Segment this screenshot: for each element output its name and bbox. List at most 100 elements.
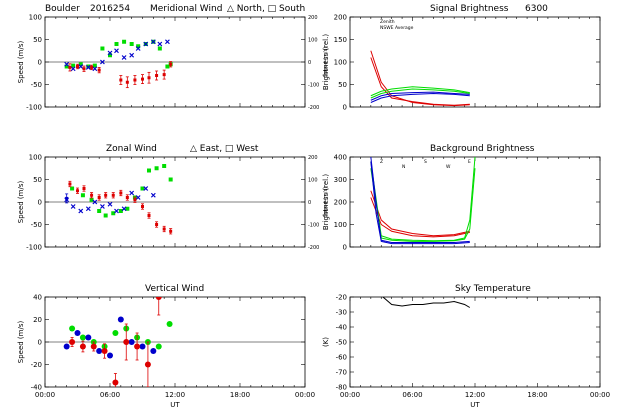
zonal-point — [111, 193, 115, 197]
zonal-point — [82, 187, 86, 190]
vertical-point — [155, 343, 162, 350]
zonal-point — [70, 204, 76, 209]
zonal-point — [141, 205, 144, 208]
meridional-ytick-label: 100 — [29, 14, 42, 22]
meridional-point — [99, 59, 105, 65]
background-legend-label: W — [446, 164, 451, 170]
skytemp-xtick-label: 00:00 — [590, 391, 610, 399]
zonal-marks — [64, 164, 173, 235]
meridional-point — [97, 68, 101, 72]
meridional-point — [162, 73, 166, 77]
meridional-point — [68, 65, 72, 69]
zonal-point — [90, 193, 94, 197]
meridional-point — [86, 64, 91, 69]
skytemp-ytick-label: -60 — [336, 354, 347, 362]
meridional-point — [164, 39, 170, 45]
vertical-ylabel: Speed (m/s) — [17, 321, 25, 364]
zonal-title: Zonal Wind — [106, 144, 157, 154]
meridional-point — [122, 39, 127, 44]
meridional-plot: 100 50 0 -50 -100 200 100 0 -100 -200 Speed (m/s) S… — [17, 14, 329, 112]
meridional-point — [70, 66, 76, 72]
meridional-point — [169, 62, 173, 66]
zonal-point — [76, 189, 79, 193]
zonal-point — [78, 208, 84, 214]
meridional-point — [135, 46, 141, 51]
background-legend-label: Z — [380, 159, 383, 165]
zonal-point — [162, 227, 166, 231]
skytemp-xtick-label: 00:00 — [340, 391, 360, 399]
vertical-point — [128, 339, 135, 345]
meridional-ytick-right-label: 100 — [308, 38, 318, 44]
vertical-point — [101, 348, 108, 354]
zonal-ytick-label: -50 — [31, 221, 42, 229]
zonal-point — [147, 214, 151, 217]
vertical-point — [166, 321, 173, 327]
skytemp-ytick-label: -20 — [336, 294, 347, 302]
vertical-point — [117, 316, 124, 323]
signal-legend-label: Zenith — [380, 19, 395, 25]
signal-ytick-label: 200 — [334, 14, 347, 22]
zonal-ytick-right-label: -200 — [308, 245, 319, 251]
meridional-point — [85, 64, 91, 70]
zonal-point — [155, 223, 159, 226]
zonal-point — [169, 229, 173, 233]
meridional-marks — [64, 39, 173, 89]
meridional-title-code: 2016254 — [90, 4, 130, 14]
meridional-point — [114, 42, 119, 46]
signal-ytick-label: 150 — [334, 36, 347, 44]
vertical-point — [79, 334, 86, 341]
meridional-ytick-label: 0 — [38, 59, 42, 67]
zonal-point — [97, 209, 102, 213]
zonal-ytick-label: -100 — [26, 244, 42, 252]
skytemp-xlabel: UT — [470, 401, 480, 409]
zonal-title-legend: △ East, □ West — [190, 144, 259, 154]
signal-legend-label: NSWE Average — [380, 25, 414, 31]
zonal-ylabel-right: Speed (m/s) — [323, 187, 329, 217]
meridional-point — [71, 63, 76, 68]
zonal-point — [92, 199, 98, 205]
zonal-ytick-label: 0 — [38, 199, 42, 207]
vertical-ytick-label: 40 — [33, 294, 42, 302]
signal-plot: 200 150 100 50 0 Brightness (rel.) ZenithNSWE … — [322, 14, 601, 112]
vertical-point — [150, 348, 157, 354]
skytemp-ytick-label: -50 — [336, 339, 347, 347]
meridional-ytick-right-label: 200 — [308, 15, 318, 21]
skytemp-title: Sky Temperature — [455, 284, 531, 294]
background-series-line — [370, 168, 476, 242]
meridional-ytick-label: -50 — [31, 81, 42, 89]
meridional-point — [143, 41, 149, 47]
meridional-point — [90, 65, 94, 69]
signal-marks — [370, 50, 470, 107]
meridional-point — [114, 48, 119, 54]
zonal-ylabel: Speed (m/s) — [17, 181, 25, 224]
signal-ytick-label: 100 — [334, 59, 347, 67]
background-ytick-label: 100 — [334, 221, 347, 229]
zonal-point — [154, 166, 159, 171]
meridional-point — [78, 62, 83, 67]
zonal-point — [162, 164, 167, 168]
zonal-ytick-right-label: 100 — [308, 178, 318, 184]
skytemp-ytick-label: -40 — [336, 324, 347, 332]
meridional-point — [141, 77, 144, 81]
meridional-point — [136, 44, 141, 49]
meridional-point — [150, 39, 156, 45]
vertical-xtick-label: 06:00 — [100, 391, 120, 399]
vertical-point — [144, 361, 151, 368]
vertical-point — [112, 379, 119, 386]
skytemp-ytick-label: -70 — [336, 369, 347, 377]
vertical-xtick-label: 00:00 — [295, 391, 315, 399]
meridional-point — [108, 53, 112, 58]
vertical-ytick-label: 0 — [38, 339, 42, 347]
zonal-point — [121, 206, 127, 212]
meridional-ytick-right-label: 0 — [308, 60, 311, 66]
zonal-point — [147, 168, 151, 173]
vertical-point — [69, 339, 76, 345]
vertical-point — [123, 339, 130, 345]
zonal-plot: 100 50 0 -50 -100 200 100 0 -100 -200 Speed (m/s) S… — [17, 154, 329, 252]
vertical-xtick-label: 18:00 — [230, 391, 250, 399]
signal-series-line — [370, 57, 470, 106]
zonal-point — [125, 206, 130, 211]
